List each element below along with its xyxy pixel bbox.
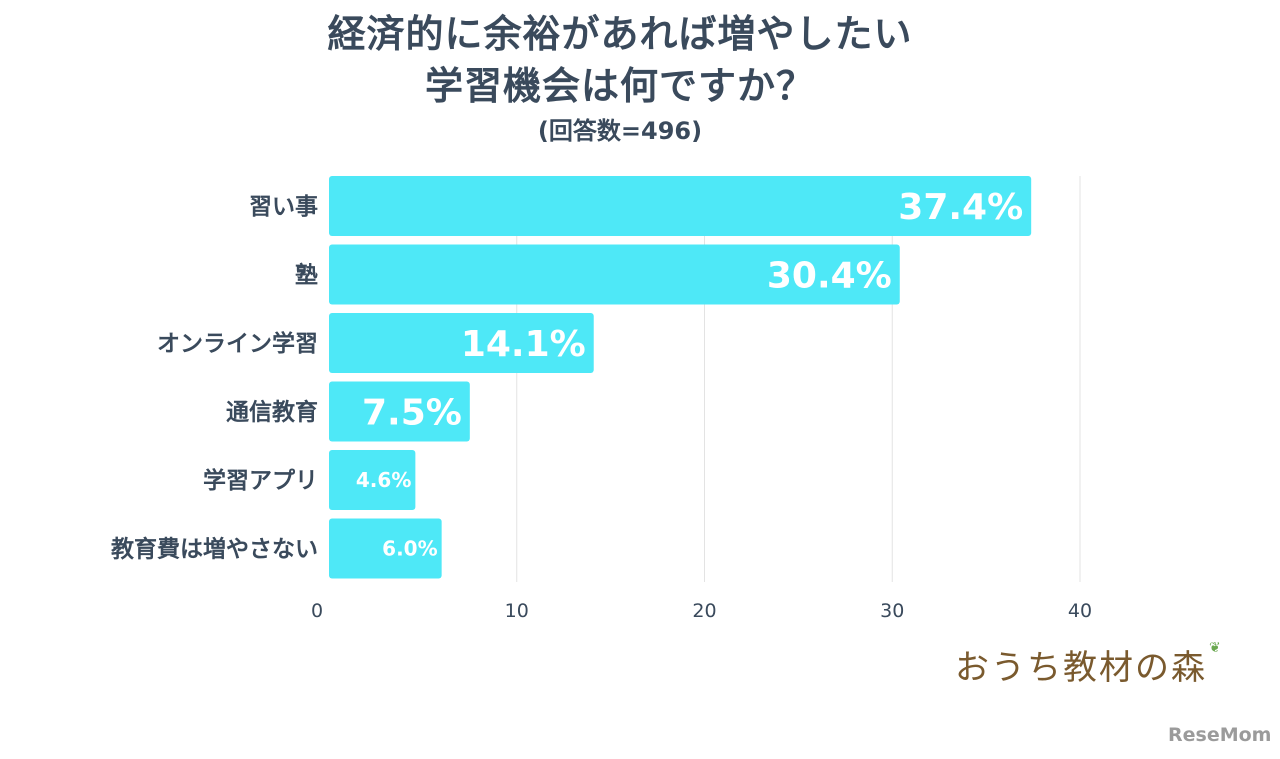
brand-logo: おうち教材の森 ❦ [955,640,1223,689]
x-tick-label-10: 10 [505,600,529,622]
brand-logo-text: おうち教材の森 [955,648,1207,688]
chart-title-block: 経済的に余裕があれば増やしたい 学習機会は何ですか？ (回答数=496) [0,8,1240,148]
bar-3 [329,381,470,442]
bar-4 [329,450,416,510]
category-label-2: オンライン学習 [157,330,318,357]
category-label-4: 学習アプリ [203,467,318,494]
bar-1 [329,244,900,305]
category-label-5: 教育費は増やさない [111,536,318,563]
leaf-icon: ❦ [1209,640,1223,656]
chart-title-line-2: 学習機会は何ですか？ [424,64,815,108]
x-tick-label-40: 40 [1068,600,1092,622]
bar-5 [329,518,442,579]
x-tick-label-0: 0 [311,600,323,622]
category-label-3: 通信教育 [226,399,318,426]
x-tick-label-30: 30 [880,600,904,622]
value-label-0: 37.4% [898,187,1023,228]
bar-0 [329,176,1032,236]
bar-2 [329,313,594,373]
value-label-1: 30.4% [767,255,892,296]
watermark: ReseMom [1168,724,1272,746]
category-label-0: 習い事 [249,194,318,220]
value-label-2: 14.1% [461,324,586,365]
value-label-3: 7.5% [362,392,462,433]
value-label-5: 6.0% [382,537,437,561]
chart-subtitle: (回答数=496) [537,117,703,145]
category-label-1: 塾 [295,262,318,289]
chart-title-line-1: 経済的に余裕があれば増やしたい [327,12,913,56]
x-tick-label-20: 20 [692,600,716,622]
value-label-4: 4.6% [356,468,411,492]
